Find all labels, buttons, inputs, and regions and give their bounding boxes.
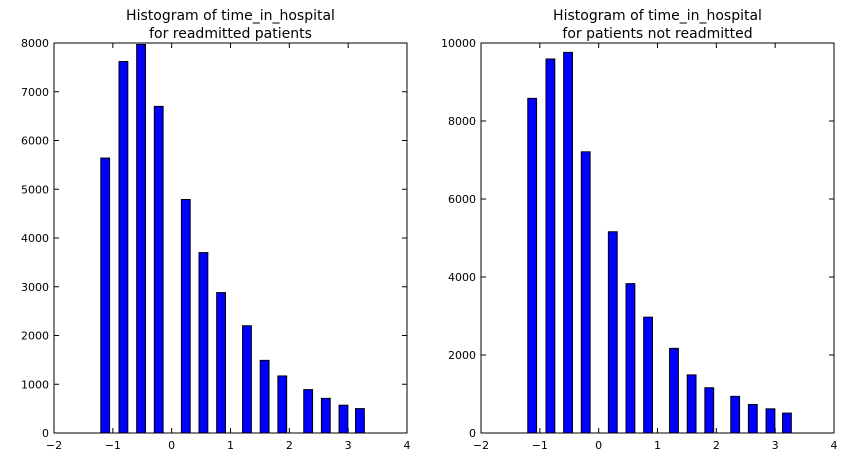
histogram-bar: [643, 316, 653, 434]
histogram-bar: [686, 374, 697, 434]
histogram-bar: [545, 58, 556, 434]
x-tick-label: 3: [772, 439, 779, 452]
x-tick-label: 2: [286, 439, 293, 452]
x-tick-label: 1: [227, 439, 234, 452]
x-tick-label: 4: [831, 439, 838, 452]
x-tick-label: −2: [473, 439, 489, 452]
chart-title-line: for patients not readmitted: [562, 26, 752, 42]
y-tick-label: 4000: [21, 232, 49, 245]
histogram-bar: [242, 325, 252, 434]
histogram-bar: [153, 105, 164, 434]
y-tick-label: 2000: [448, 349, 476, 362]
histogram-bar: [765, 408, 776, 434]
histogram-bar: [730, 395, 741, 434]
y-tick-label: 7000: [21, 86, 49, 99]
x-tick-label: 2: [713, 439, 720, 452]
histogram-bar: [320, 397, 331, 434]
y-tick-label: 0: [42, 427, 49, 440]
y-tick-label: 10000: [441, 37, 476, 50]
y-tick-label: 2000: [21, 330, 49, 343]
histogram-bar: [355, 408, 365, 434]
chart-title-line: Histogram of time_in_hospital: [126, 8, 335, 24]
y-tick-label: 0: [469, 427, 476, 440]
x-tick-label: −2: [46, 439, 62, 452]
y-tick-label: 1000: [21, 378, 49, 391]
x-tick-label: 0: [168, 439, 175, 452]
y-tick-label: 6000: [21, 135, 49, 148]
histogram-bar: [669, 347, 679, 434]
y-tick-label: 5000: [21, 183, 49, 196]
chart-title-line: for readmitted patients: [149, 26, 312, 42]
histogram-bar: [277, 375, 288, 434]
y-tick-label: 6000: [448, 193, 476, 206]
x-tick-label: 1: [654, 439, 661, 452]
histogram-bar: [704, 387, 715, 434]
x-tick-label: 3: [345, 439, 352, 452]
x-tick-label: −1: [105, 439, 121, 452]
histogram-bar: [136, 43, 146, 434]
histogram-bar: [118, 61, 129, 434]
histogram-bar: [180, 198, 191, 434]
y-tick-label: 8000: [448, 115, 476, 128]
chart-title-line: Histogram of time_in_hospital: [553, 8, 762, 24]
y-tick-label: 3000: [21, 281, 49, 294]
chart-not-readmitted: −2 −1 0 1 2 3 4 0 2000 4000 6000 8000 10000 Histogram…: [441, 8, 838, 452]
histogram-bar: [580, 151, 591, 434]
x-tick-label: 0: [595, 439, 602, 452]
y-tick-label: 8000: [21, 37, 49, 50]
x-tick-label: −1: [532, 439, 548, 452]
histogram-bar: [216, 292, 226, 434]
histogram-bar: [338, 404, 349, 434]
histogram-bar: [259, 359, 270, 434]
histogram-bar: [198, 252, 209, 434]
x-tick-label: 4: [404, 439, 411, 452]
chart-readmitted: −2 −1 0 1 2 3 4 0 1000 2000 3000 4000 5000 6000 7000 80…: [21, 8, 411, 452]
y-tick-label: 4000: [448, 271, 476, 284]
histogram-bar: [563, 51, 573, 434]
histogram-bar: [527, 97, 538, 434]
histogram-bar: [625, 283, 636, 434]
histogram-bar: [607, 231, 618, 434]
histogram-bar: [782, 412, 792, 434]
histogram-bar: [747, 404, 758, 434]
histogram-bar: [303, 389, 314, 434]
histogram-bar: [100, 157, 111, 434]
